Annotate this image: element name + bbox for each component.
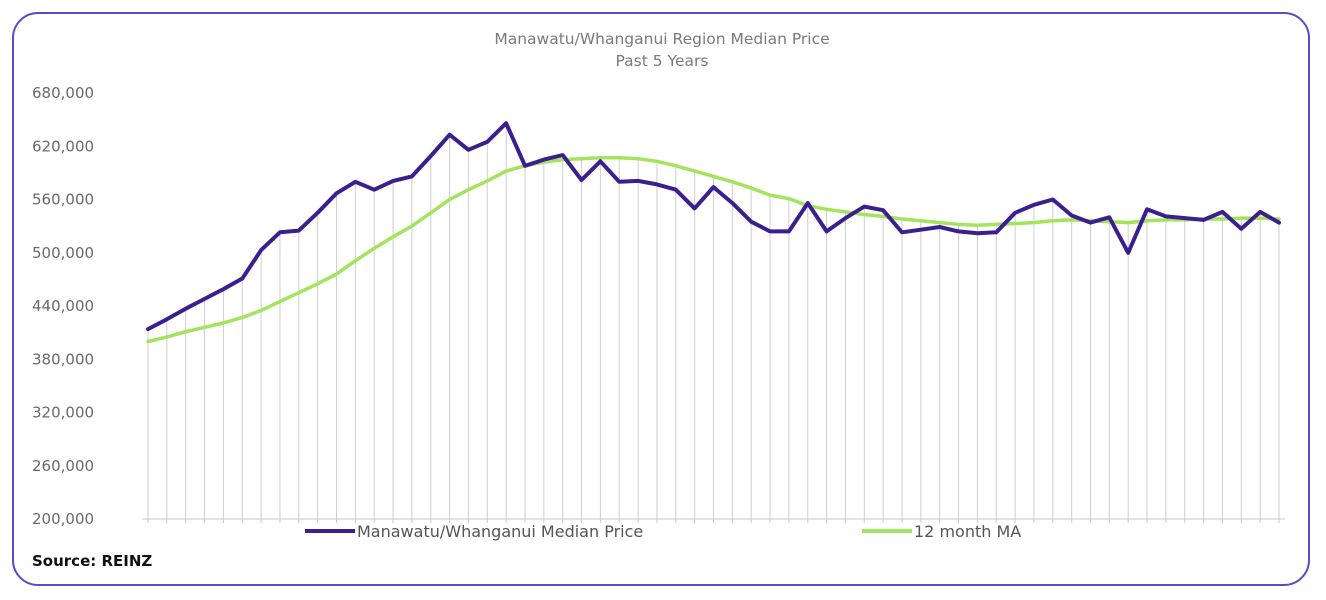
- y-axis: 200,000 260,000 320,000 380,000 440,000 500,0…: [32, 84, 94, 528]
- y-tick-label: 380,000: [32, 350, 94, 368]
- chart-title: Manawatu/Whanganui Region Median Price: [494, 30, 829, 48]
- drop-lines: [147, 123, 1280, 519]
- y-tick-label: 620,000: [32, 137, 94, 155]
- chart-frame: [12, 12, 1310, 586]
- y-tick-label: 560,000: [32, 191, 94, 209]
- y-tick-label: 200,000: [32, 510, 94, 528]
- y-tick-label: 320,000: [32, 404, 94, 422]
- chart-subtitle: Past 5 Years: [616, 52, 709, 70]
- y-tick-label: 680,000: [32, 84, 94, 102]
- series-line-median-price: [146, 121, 1281, 332]
- series-layer: [146, 121, 1281, 344]
- y-tick-label: 260,000: [32, 457, 94, 475]
- y-tick-label: 500,000: [32, 244, 94, 262]
- y-tick-label: 440,000: [32, 297, 94, 315]
- x-axis: [142, 518, 1285, 523]
- legend-label-ma: 12 month MA: [914, 522, 1021, 541]
- legend-label-median: Manawatu/Whanganui Median Price: [357, 522, 643, 541]
- legend: Manawatu/Whanganui Median Price 12 month…: [305, 522, 1021, 541]
- source-note: Source: REINZ: [32, 552, 152, 570]
